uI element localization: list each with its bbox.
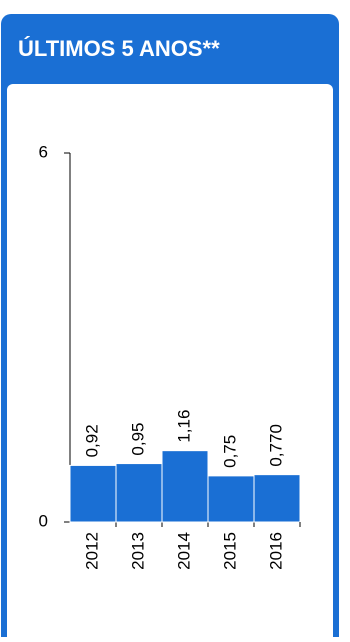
bar (115, 463, 163, 523)
value-label: 0,770 (266, 424, 285, 467)
value-label: 1,16 (174, 410, 193, 443)
bar (69, 464, 117, 523)
y-tick-label: 0 (39, 511, 48, 530)
y-tick-label: 6 (39, 142, 48, 161)
x-tick-label: 2016 (266, 532, 285, 570)
bar (253, 474, 301, 523)
chart-title: ÚLTIMOS 5 ANOS** (18, 36, 220, 61)
x-tick-label: 2013 (128, 532, 147, 570)
value-label: 0,95 (128, 422, 147, 455)
bar (207, 475, 255, 523)
value-label: 0,92 (82, 424, 101, 457)
x-tick-label: 2015 (220, 532, 239, 570)
x-tick-label: 2014 (174, 532, 193, 570)
value-label: 0,75 (220, 435, 239, 468)
x-tick-label: 2012 (82, 532, 101, 570)
bar (161, 450, 209, 523)
